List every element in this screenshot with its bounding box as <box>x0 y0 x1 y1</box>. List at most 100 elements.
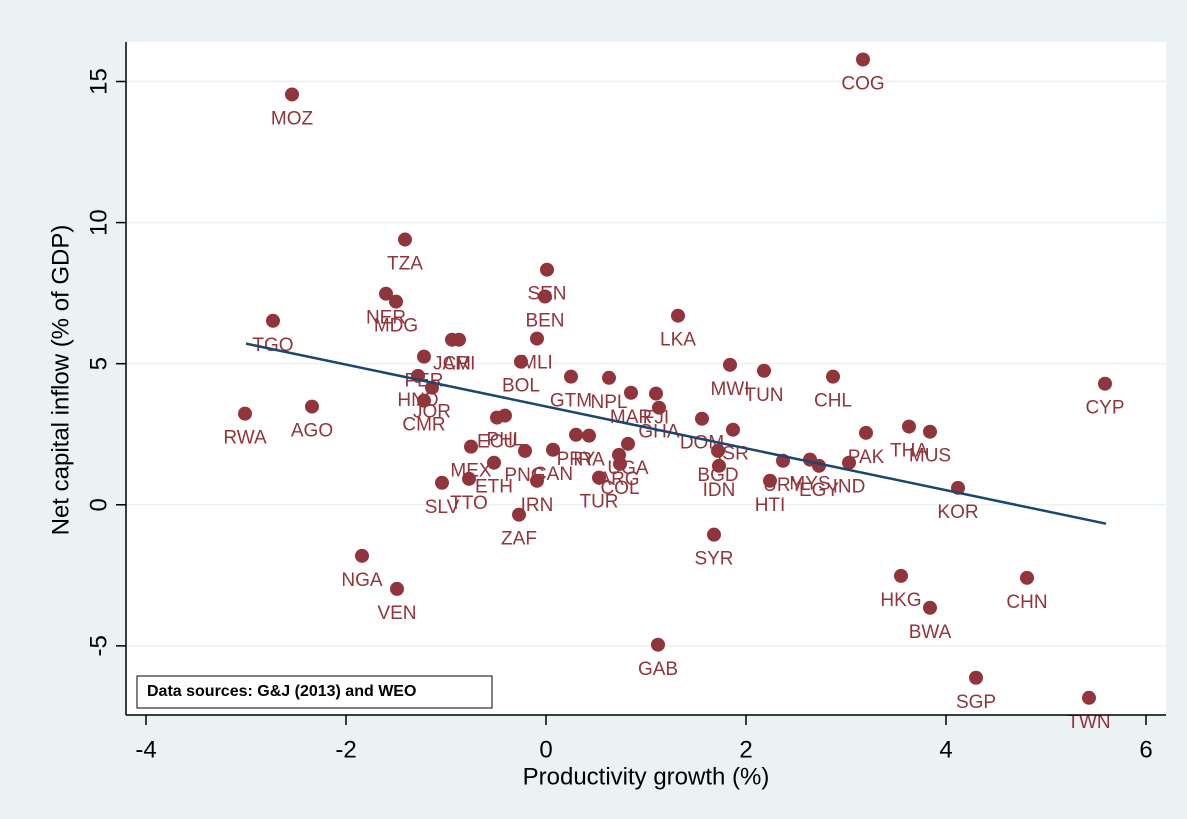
point <box>582 428 596 443</box>
point <box>355 548 369 563</box>
point <box>512 507 526 522</box>
point <box>546 442 560 457</box>
point <box>1020 570 1034 585</box>
point <box>390 581 404 596</box>
point-label: LKA <box>660 330 696 351</box>
point <box>1082 690 1096 705</box>
point-label: BGD <box>697 465 738 486</box>
point <box>757 363 771 378</box>
point-label: HTI <box>755 495 786 516</box>
point <box>417 393 431 408</box>
point-label: TUR <box>579 492 618 513</box>
point-label: MOZ <box>271 109 314 130</box>
point <box>712 458 726 473</box>
point-label: THA <box>890 441 928 462</box>
point <box>613 456 627 471</box>
point-label: BWA <box>909 622 952 643</box>
point-label: CMR <box>402 415 445 436</box>
point <box>564 369 578 384</box>
point-label: NPL <box>591 392 628 413</box>
y-axis-title: Net capital inflow (% of GDP) <box>47 225 74 536</box>
point <box>763 473 777 488</box>
point-label: ISR <box>717 444 749 465</box>
point <box>498 408 512 423</box>
x-tick-label: -2 <box>335 736 356 763</box>
point-label: ETH <box>475 477 513 498</box>
point-label: IRN <box>521 495 554 516</box>
point <box>671 308 685 323</box>
point <box>592 470 606 485</box>
point-label: BOL <box>502 376 540 397</box>
point-label: IRA <box>573 450 605 471</box>
point <box>621 436 635 451</box>
point-label: CRI <box>443 354 476 375</box>
point <box>923 600 937 615</box>
y-tick-label: -5 <box>85 635 112 656</box>
point <box>859 425 873 440</box>
point-label: JAM <box>433 354 471 375</box>
point <box>651 637 665 652</box>
point-label: MEX <box>450 461 492 482</box>
point <box>652 400 666 415</box>
point <box>379 286 393 301</box>
point-label: TZA <box>387 254 423 275</box>
point-label: NER <box>366 308 406 329</box>
point <box>538 289 552 304</box>
point-label: EGY <box>799 480 839 501</box>
point-label: PRY <box>557 449 596 470</box>
point-label: TWN <box>1067 712 1110 733</box>
grid <box>126 80 1166 647</box>
point <box>624 385 638 400</box>
point <box>602 370 616 385</box>
x-tick-label: 0 <box>539 736 552 763</box>
x-tick-label: -4 <box>135 736 156 763</box>
point-label: RWA <box>223 428 267 449</box>
point <box>452 332 466 347</box>
point-label: IND <box>833 477 866 498</box>
point <box>726 422 740 437</box>
point <box>856 52 870 67</box>
point-label: CHL <box>814 391 852 412</box>
point-label: IDN <box>703 480 736 501</box>
point-label: MWI <box>710 379 749 400</box>
point-label: ZAF <box>501 529 537 550</box>
marks: MOZCOGTZASENBENLKATGONERMDGJAMCRIMLIBOLP… <box>223 52 1125 733</box>
x-axis-title: Productivity growth (%) <box>523 763 770 790</box>
point-label: AGO <box>291 421 333 442</box>
note-box <box>136 675 493 709</box>
point <box>417 349 431 364</box>
point-label: GTM <box>550 391 592 412</box>
x-tick-label: 6 <box>1139 736 1152 763</box>
point <box>530 331 544 346</box>
point <box>923 424 937 439</box>
point <box>487 455 501 470</box>
point-label: SLV <box>425 497 460 518</box>
point-label: ECU <box>477 432 517 453</box>
point <box>707 527 721 542</box>
point-label: MLI <box>521 353 553 374</box>
point-label: COG <box>841 74 884 95</box>
point-label: SYR <box>694 549 733 570</box>
point <box>969 670 983 685</box>
point-label: SGP <box>956 692 996 713</box>
point-label: NGA <box>341 570 383 591</box>
point <box>389 294 403 309</box>
point <box>711 443 725 458</box>
point <box>398 232 412 247</box>
point <box>530 473 544 488</box>
point-label: MDG <box>374 316 418 337</box>
point <box>266 313 280 328</box>
point-label: BEN <box>525 311 564 332</box>
point <box>695 411 709 426</box>
point-label: CHN <box>1006 592 1047 613</box>
point-label: CYP <box>1085 398 1124 419</box>
point <box>514 354 528 369</box>
point <box>464 439 478 454</box>
point <box>569 427 583 442</box>
x-tick-label: 2 <box>739 736 752 763</box>
point <box>305 399 319 414</box>
point-label: GAB <box>638 659 678 680</box>
note: Data sources: G&J (2013) and WEO <box>147 683 416 700</box>
point-label: PHL <box>487 430 524 451</box>
